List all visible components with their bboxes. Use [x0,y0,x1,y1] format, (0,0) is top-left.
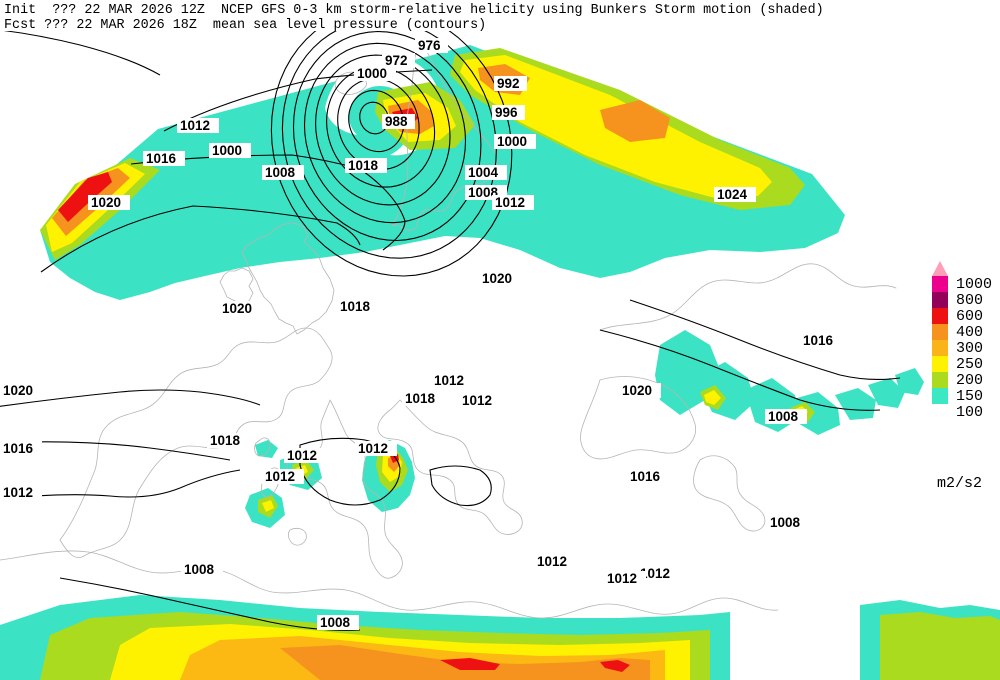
svg-text:988: 988 [385,114,408,129]
svg-text:1016: 1016 [3,441,34,456]
svg-text:1012: 1012 [3,485,33,500]
svg-text:1012: 1012 [287,448,317,463]
svg-text:1008: 1008 [320,615,351,630]
svg-text:1018: 1018 [210,433,241,448]
svg-text:1018: 1018 [348,158,379,173]
svg-text:1020: 1020 [91,195,121,210]
svg-text:1012: 1012 [434,373,464,388]
svg-text:1012: 1012 [358,441,388,456]
svg-text:1020: 1020 [622,383,652,398]
svg-text:1008: 1008 [184,562,215,577]
svg-text:1018: 1018 [405,391,436,406]
svg-text:1000: 1000 [497,134,527,149]
svg-text:1008: 1008 [768,409,799,424]
svg-text:1016: 1016 [146,151,177,166]
svg-text:m2/s2: m2/s2 [937,475,982,492]
svg-text:1012: 1012 [462,393,492,408]
svg-text:400: 400 [956,324,983,341]
svg-text:1008: 1008 [265,165,296,180]
svg-text:1000: 1000 [212,143,242,158]
svg-text:1016: 1016 [803,333,834,348]
svg-text:1024: 1024 [717,187,748,202]
svg-text:1012: 1012 [495,195,525,210]
svg-text:992: 992 [497,76,520,91]
svg-text:1020: 1020 [482,271,512,286]
svg-text:972: 972 [385,53,408,68]
svg-text:300: 300 [956,340,983,357]
svg-text:100: 100 [956,404,983,421]
svg-text:150: 150 [956,388,983,405]
svg-text:1020: 1020 [3,383,33,398]
svg-text:1012: 1012 [607,571,637,586]
svg-text:1000: 1000 [357,66,387,81]
svg-text:1012: 1012 [180,118,210,133]
svg-text:1016: 1016 [630,469,661,484]
svg-text:976: 976 [418,38,441,53]
svg-text:1018: 1018 [340,299,371,314]
svg-text:200: 200 [956,372,983,389]
svg-text:996: 996 [495,105,518,120]
svg-text:1004: 1004 [468,165,499,180]
svg-text:1012: 1012 [537,554,567,569]
svg-text:800: 800 [956,292,983,309]
svg-text:1012: 1012 [265,469,295,484]
svg-text:1020: 1020 [222,301,252,316]
svg-text:250: 250 [956,356,983,373]
svg-text:1008: 1008 [770,515,801,530]
svg-text:600: 600 [956,308,983,325]
svg-text:1000: 1000 [956,276,992,293]
